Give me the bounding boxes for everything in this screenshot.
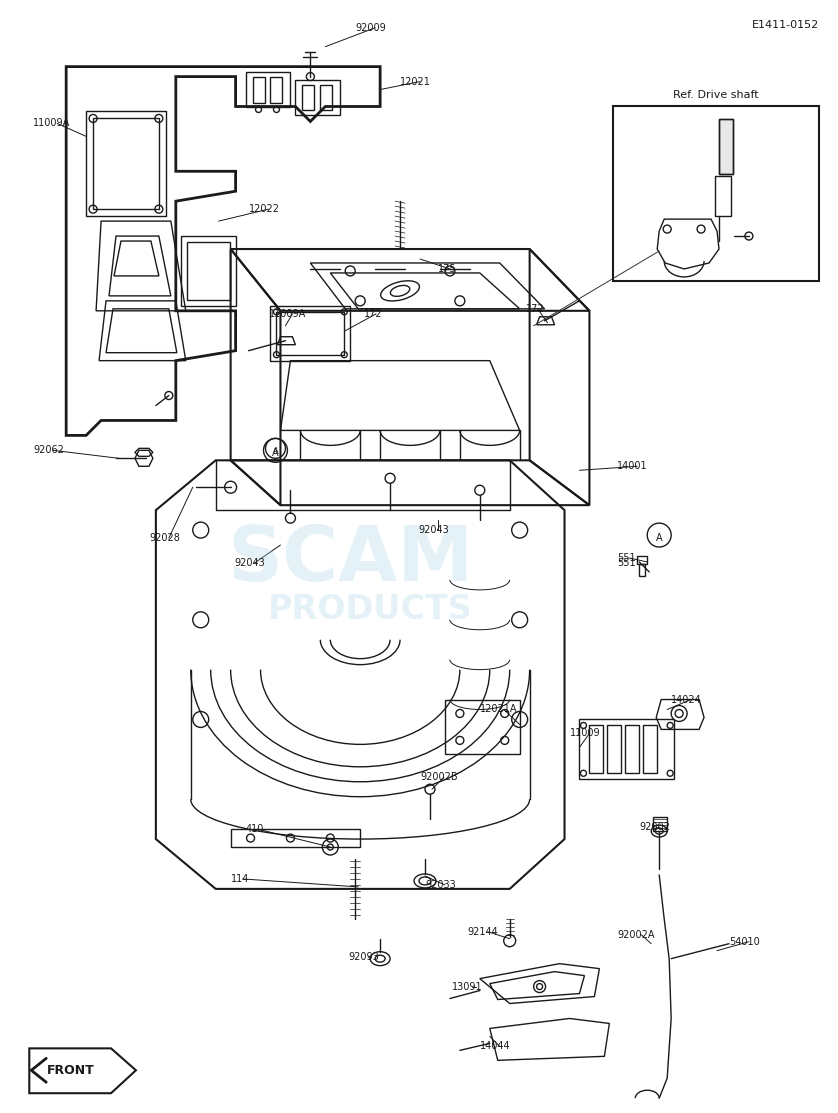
Bar: [252, 77, 265, 102]
Text: 12021A: 12021A: [480, 705, 517, 715]
Text: 14001: 14001: [618, 461, 648, 471]
Text: 92009: 92009: [355, 22, 386, 32]
Text: E1411-0152: E1411-0152: [752, 20, 819, 30]
Bar: [639, 564, 645, 575]
Text: 114: 114: [230, 874, 249, 884]
Text: 172: 172: [525, 304, 544, 314]
Text: 14024: 14024: [671, 695, 702, 705]
Text: 14044: 14044: [480, 1042, 510, 1052]
Text: FRONT: FRONT: [47, 1064, 95, 1076]
Text: SCAM: SCAM: [227, 523, 473, 597]
Text: 92002: 92002: [639, 823, 670, 833]
Text: 13091: 13091: [452, 982, 483, 992]
Text: 92062: 92062: [34, 445, 65, 455]
Bar: [613, 107, 819, 280]
Text: 11009A: 11009A: [34, 118, 70, 128]
Bar: [277, 312, 344, 355]
Text: 11009A: 11009A: [268, 308, 306, 318]
Bar: [93, 118, 159, 209]
Text: PRODUCTS: PRODUCTS: [268, 593, 473, 627]
Bar: [271, 77, 282, 102]
Text: 92002A: 92002A: [618, 929, 654, 939]
Bar: [654, 817, 667, 831]
Bar: [608, 726, 621, 774]
Bar: [637, 556, 647, 564]
Bar: [296, 80, 340, 116]
Text: 410: 410: [246, 824, 264, 834]
Bar: [230, 829, 360, 847]
Bar: [303, 85, 314, 110]
Bar: [719, 119, 733, 175]
Bar: [271, 306, 350, 361]
Bar: [715, 176, 731, 216]
Text: A: A: [656, 533, 663, 543]
Text: 54010: 54010: [729, 937, 760, 947]
Text: 92144: 92144: [468, 927, 499, 937]
Bar: [579, 719, 674, 779]
Bar: [625, 726, 639, 774]
Text: 92028: 92028: [149, 533, 180, 543]
Text: 92002B: 92002B: [420, 772, 458, 782]
Text: 92033: 92033: [425, 880, 456, 890]
Bar: [719, 119, 733, 175]
Text: 11009: 11009: [570, 728, 600, 738]
Text: 175: 175: [438, 264, 457, 274]
Bar: [589, 726, 603, 774]
Text: A: A: [272, 446, 278, 456]
Bar: [86, 111, 166, 216]
Text: 12021: 12021: [400, 77, 431, 87]
Text: 172: 172: [365, 308, 383, 318]
Text: 92043: 92043: [418, 525, 449, 535]
Bar: [181, 236, 235, 306]
Bar: [246, 71, 291, 108]
Bar: [320, 85, 333, 110]
Text: 12022: 12022: [249, 204, 280, 214]
Bar: [644, 726, 657, 774]
Text: 92043: 92043: [235, 558, 266, 568]
Text: A: A: [272, 449, 279, 459]
Text: 551: 551: [618, 558, 636, 568]
Text: 92093: 92093: [349, 952, 379, 962]
Text: 551: 551: [618, 553, 636, 563]
Text: Ref. Drive shaft: Ref. Drive shaft: [673, 89, 759, 99]
Bar: [187, 242, 230, 299]
